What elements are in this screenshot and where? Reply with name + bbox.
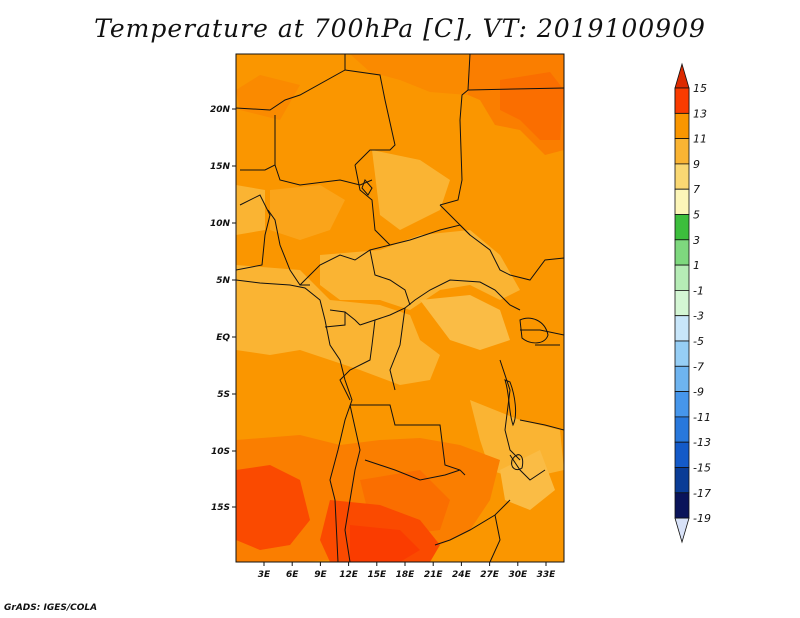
- colorbar-label: -13: [693, 436, 711, 449]
- colorbar-label: 3: [693, 234, 700, 247]
- chart-title: Temperature at 700hPa [C], VT: 201910090…: [94, 14, 706, 43]
- colorbar-segment: [674, 239, 690, 266]
- lat-tick-label: 15N: [210, 162, 231, 172]
- colorbar-label: -3: [693, 310, 704, 323]
- colorbar-label: -15: [693, 462, 711, 475]
- colorbar-label: 13: [693, 107, 707, 120]
- lon-tick-label: 6E: [286, 570, 299, 580]
- colorbar-segment: [674, 188, 690, 215]
- colorbar-label: -7: [693, 360, 704, 373]
- lat-tick-label: 10N: [210, 219, 231, 229]
- lat-tick-label: EQ: [216, 333, 230, 343]
- colorbar-segment: [674, 315, 690, 342]
- lon-tick-label: 15E: [367, 570, 387, 580]
- colorbar-top-arrow: [674, 62, 690, 89]
- colorbar-label: -5: [693, 335, 704, 348]
- colorbar-segment: [674, 340, 690, 367]
- lon-tick-label: 27E: [480, 570, 500, 580]
- lon-tick-label: 21E: [424, 570, 444, 580]
- colorbar-segment: [674, 87, 690, 114]
- longitude-axis: 3E 6E 9E 12E 15E 18E 21E 24E 27E 30E 33E: [258, 562, 556, 580]
- lat-tick-label: 10S: [211, 447, 230, 457]
- colorbar-segment: [674, 441, 690, 468]
- lon-tick-label: 30E: [508, 570, 528, 580]
- lon-tick-label: 18E: [396, 570, 416, 580]
- colorbar-label: 7: [693, 183, 700, 196]
- colorbar-label: 1: [693, 259, 700, 272]
- lon-tick-label: 3E: [258, 570, 271, 580]
- colorbar-segment: [674, 264, 690, 291]
- colorbar-label: 9: [693, 158, 700, 171]
- colorbar-bottom-arrow: [674, 517, 690, 544]
- colorbar-segment: [674, 391, 690, 418]
- lat-tick-label: 5S: [217, 390, 230, 400]
- colorbar-label: 11: [693, 133, 707, 146]
- lat-tick-label: 15S: [211, 503, 230, 513]
- colorbar-segment: [674, 365, 690, 392]
- colorbar: 15 13 11 9 7 5 3 1 -1 -3 -5 -7 -9 -11 -13 -15 -17 -19: [674, 62, 711, 544]
- colorbar-label: -19: [693, 512, 711, 525]
- country-borders: [236, 54, 564, 562]
- colorbar-segment: [674, 138, 690, 165]
- colorbar-segment: [674, 163, 690, 190]
- lat-tick-label: 20N: [210, 105, 231, 115]
- grads-credit: GrADS: IGES/COLA: [4, 603, 98, 613]
- colorbar-segment: [674, 492, 690, 519]
- colorbar-label: 5: [693, 209, 700, 222]
- lon-tick-label: 9E: [314, 570, 327, 580]
- colorbar-segment: [674, 467, 690, 494]
- colorbar-label: -1: [693, 284, 704, 297]
- colorbar-label: 15: [693, 82, 707, 95]
- colorbar-label: -11: [693, 411, 711, 424]
- colorbar-segment: [674, 214, 690, 241]
- lon-tick-label: 24E: [452, 570, 472, 580]
- map-frame: [235, 53, 565, 563]
- latitude-axis: 20N 15N 10N 5N EQ 5S 10S 15S: [210, 105, 236, 513]
- lat-tick-label: 5N: [216, 276, 230, 286]
- lon-tick-label: 33E: [537, 570, 557, 580]
- colorbar-segment: [674, 112, 690, 140]
- colorbar-label: -17: [693, 487, 711, 500]
- lon-tick-label: 12E: [339, 570, 359, 580]
- temperature-fill: [236, 54, 564, 562]
- colorbar-label: -9: [693, 386, 704, 399]
- colorbar-segment: [674, 289, 690, 317]
- colorbar-segment: [674, 416, 690, 443]
